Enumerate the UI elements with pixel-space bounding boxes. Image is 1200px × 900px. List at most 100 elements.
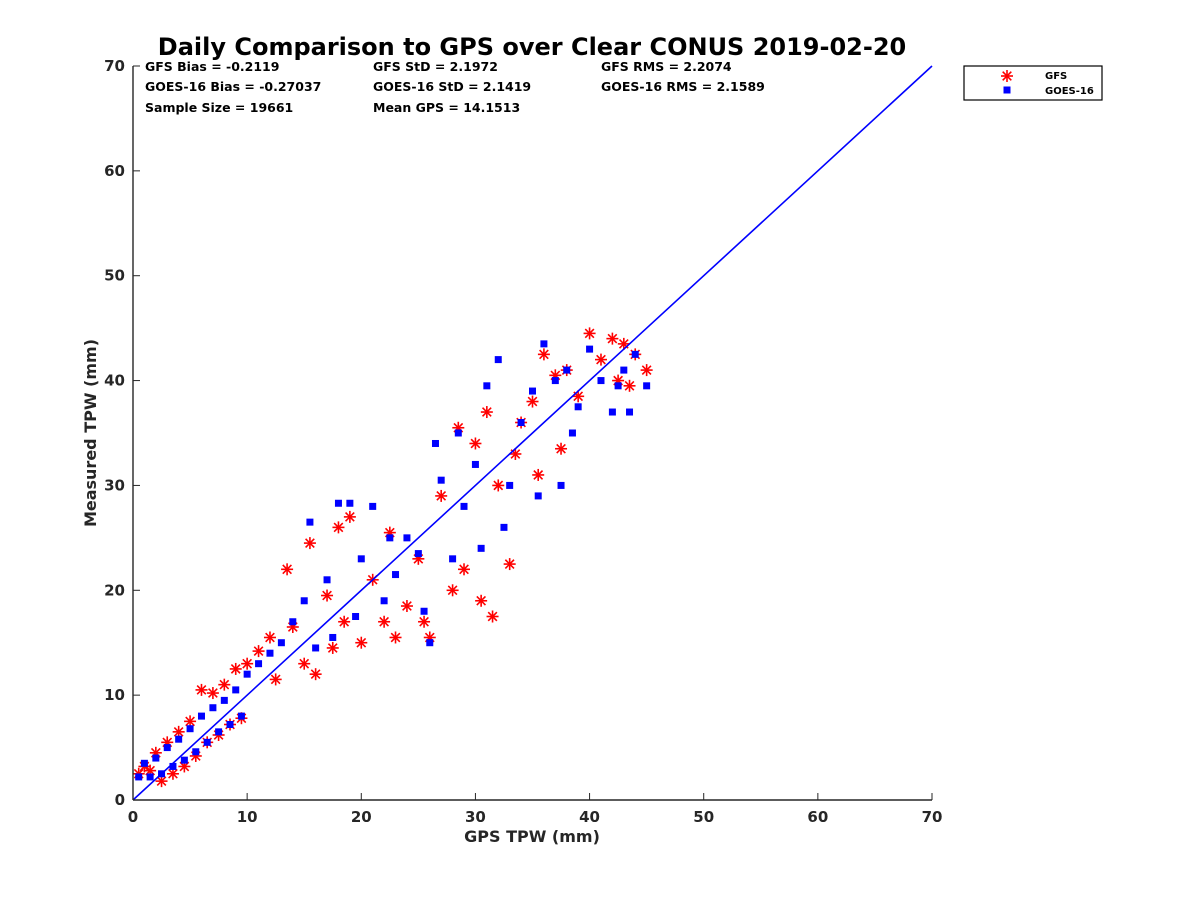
goes16-point xyxy=(266,649,274,657)
goes16-point xyxy=(540,340,548,348)
goes16-point xyxy=(323,576,331,584)
data-points xyxy=(132,327,653,788)
goes16-point xyxy=(334,499,342,507)
goes16-point xyxy=(506,481,514,489)
goes16-point xyxy=(517,419,525,427)
goes16-point xyxy=(289,618,297,626)
goes16-point xyxy=(420,607,428,615)
goes16-point xyxy=(643,382,651,390)
gfs-point xyxy=(446,584,459,597)
gfs-point xyxy=(418,615,431,628)
legend-gfs-marker xyxy=(1001,70,1013,82)
gfs-point xyxy=(555,442,568,455)
chart-title: Daily Comparison to GPS over Clear CONUS… xyxy=(158,33,906,61)
x-tick-label: 30 xyxy=(465,808,486,826)
goes16-point xyxy=(477,544,485,552)
gfs-point xyxy=(269,673,282,686)
gfs-point xyxy=(492,479,505,492)
goes16-point xyxy=(209,704,217,712)
y-tick-label: 40 xyxy=(104,372,125,390)
goes16-point xyxy=(146,773,154,781)
goes16-point xyxy=(357,555,365,563)
gfs-point xyxy=(606,332,619,345)
x-tick-label: 0 xyxy=(128,808,138,826)
stat-line: Mean GPS = 14.1513 xyxy=(373,100,520,115)
gfs-point xyxy=(486,610,499,623)
gfs-point xyxy=(281,563,294,576)
goes16-point xyxy=(608,408,616,416)
gfs-point xyxy=(332,521,345,534)
legend-box xyxy=(963,65,1103,101)
x-tick-label: 50 xyxy=(693,808,714,826)
goes16-point xyxy=(500,523,508,531)
gfs-point xyxy=(229,662,242,675)
legend-gfs-asterisk xyxy=(1001,70,1013,82)
goes16-point xyxy=(175,735,183,743)
goes16-point xyxy=(232,686,240,694)
x-tick-label: 40 xyxy=(579,808,600,826)
stat-line: GFS StD = 2.1972 xyxy=(373,59,498,74)
goes16-point xyxy=(529,387,536,395)
goes16-point xyxy=(431,439,439,447)
x-tick-label: 10 xyxy=(237,808,258,826)
goes16-point xyxy=(215,728,223,736)
goes16-point xyxy=(563,366,571,374)
y-axis-label: Measured TPW (mm) xyxy=(81,339,100,527)
goes16-point xyxy=(568,429,576,437)
gfs-point xyxy=(241,657,254,670)
stat-line: GFS Bias = -0.2119 xyxy=(145,59,279,74)
gfs-point xyxy=(480,406,493,419)
goes16-point xyxy=(197,712,205,720)
gfs-point xyxy=(263,631,276,644)
gfs-point xyxy=(389,631,402,644)
goes16-point xyxy=(255,660,263,668)
goes16-point xyxy=(597,377,605,385)
gfs-point xyxy=(475,594,488,607)
stat-line: GOES-16 Bias = -0.27037 xyxy=(145,79,321,94)
goes16-point xyxy=(312,644,320,652)
goes16-point xyxy=(277,639,285,647)
goes16-point xyxy=(620,366,628,374)
goes16-point xyxy=(352,613,360,620)
stat-line: Sample Size = 19661 xyxy=(145,100,293,115)
axes: 0 10 20 30 40 50 60 70 0 10 20 30 40 50 60 70 xyxy=(104,57,942,826)
goes16-point xyxy=(203,738,211,746)
goes16-point xyxy=(454,429,462,437)
x-tick-label: 20 xyxy=(351,808,372,826)
goes16-point xyxy=(306,518,314,526)
goes16-point xyxy=(163,744,171,752)
goes16-point xyxy=(369,502,377,510)
gfs-point xyxy=(537,348,550,361)
y-tick-label: 10 xyxy=(104,686,125,704)
goes16-point xyxy=(152,754,160,762)
goes16-point xyxy=(449,555,457,563)
gfs-point xyxy=(218,678,231,691)
goes16-point xyxy=(614,382,622,390)
goes16-point xyxy=(471,460,479,468)
goes16-point xyxy=(557,481,565,489)
x-tick-label: 60 xyxy=(807,808,828,826)
gfs-point xyxy=(532,468,545,481)
goes16-point xyxy=(226,721,234,729)
reference-line xyxy=(132,65,933,801)
goes16-point xyxy=(574,403,582,411)
goes16-point xyxy=(494,356,502,364)
legend-label-gfs: GFS xyxy=(1045,71,1067,82)
goes16-point xyxy=(403,534,411,542)
gfs-point xyxy=(321,589,334,602)
goes16-point xyxy=(586,345,594,353)
goes16-point xyxy=(140,759,148,767)
gfs-point xyxy=(378,615,391,628)
goes16-point xyxy=(392,571,400,579)
gfs-point xyxy=(252,645,265,658)
goes16-point xyxy=(386,534,394,542)
goes16-point xyxy=(300,597,308,605)
y-tick-label: 60 xyxy=(104,162,125,180)
gfs-point xyxy=(206,687,219,700)
legend: GFS GOES-16 xyxy=(963,65,1103,101)
goes16-point xyxy=(220,696,228,704)
goes16-point xyxy=(631,350,639,358)
gfs-point xyxy=(195,683,208,696)
goes16-point xyxy=(534,492,542,500)
goes16-point xyxy=(414,550,422,558)
